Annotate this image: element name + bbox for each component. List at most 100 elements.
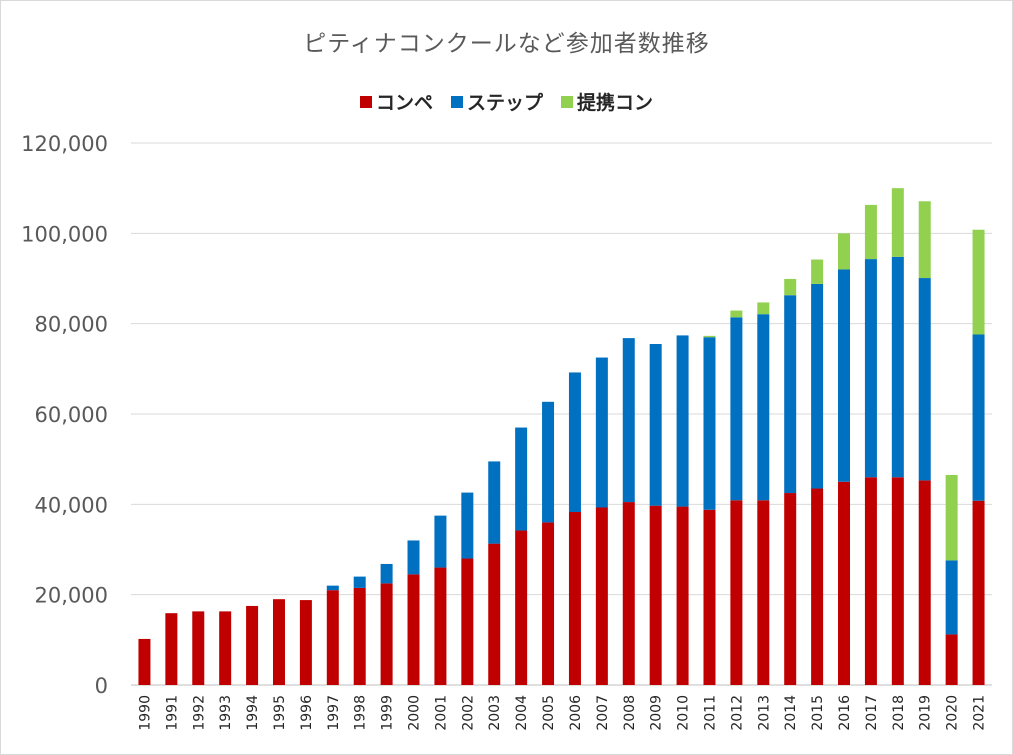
bar-step-1999 xyxy=(380,563,393,584)
bar-step-2004 xyxy=(515,427,528,531)
x-tick-label-2015: 2015 xyxy=(810,695,826,731)
x-tick-label-1998: 1998 xyxy=(353,695,369,731)
bar-partner-2015 xyxy=(811,259,824,284)
legend-label-partner: 提携コン xyxy=(577,92,654,114)
x-tick-label-1992: 1992 xyxy=(191,695,207,731)
bar-step-2021 xyxy=(972,334,985,501)
legend: コンペ ステップ 提携コン xyxy=(0,88,1013,115)
x-tick-label-2010: 2010 xyxy=(676,695,692,731)
x-tick-label-1990: 1990 xyxy=(137,695,153,731)
bar-step-2006 xyxy=(568,372,581,513)
bar-step-2018 xyxy=(891,256,904,478)
x-tick-label-1997: 1997 xyxy=(326,695,342,731)
bar-compe-1991 xyxy=(165,613,178,685)
bar-compe-1997 xyxy=(326,590,339,685)
bar-compe-2002 xyxy=(461,558,474,685)
x-tick-label-2017: 2017 xyxy=(864,695,880,731)
bar-compe-2007 xyxy=(595,507,608,685)
x-tick-label-2002: 2002 xyxy=(460,695,476,731)
bar-compe-2003 xyxy=(488,543,501,685)
y-axis-ticks: 0 20,000 40,000 60,000 80,000 100,000 120,000 xyxy=(21,132,108,698)
x-tick-label-2005: 2005 xyxy=(541,695,557,731)
bar-step-2017 xyxy=(864,259,877,478)
bar-compe-2017 xyxy=(864,477,877,685)
y-tick-label: 40,000 xyxy=(35,493,108,517)
legend-label-compe: コンペ xyxy=(375,92,433,114)
x-tick-label-2014: 2014 xyxy=(783,695,799,731)
y-tick-label: 80,000 xyxy=(35,313,108,337)
legend-item-partner: 提携コン xyxy=(561,88,653,115)
bar-compe-1992 xyxy=(192,611,205,685)
x-tick-label-1999: 1999 xyxy=(380,695,396,731)
x-tick-label-1996: 1996 xyxy=(299,695,315,731)
x-tick-label-2018: 2018 xyxy=(891,695,907,731)
bar-step-2020 xyxy=(945,560,958,635)
bar-step-2000 xyxy=(407,540,420,575)
bar-compe-2013 xyxy=(757,500,770,685)
bar-compe-2008 xyxy=(622,502,635,685)
bar-step-2009 xyxy=(649,343,662,506)
bar-partner-2012 xyxy=(730,310,743,318)
bar-compe-2005 xyxy=(542,522,555,685)
bar-step-2002 xyxy=(461,492,474,559)
bar-step-2014 xyxy=(784,295,797,494)
x-tick-label-2019: 2019 xyxy=(918,695,934,731)
bar-compe-2012 xyxy=(730,500,743,685)
bar-step-2016 xyxy=(838,269,851,482)
x-tick-label-1991: 1991 xyxy=(164,695,180,731)
x-tick-label-2009: 2009 xyxy=(649,695,665,731)
bar-step-2008 xyxy=(622,338,635,503)
legend-label-step: ステップ xyxy=(466,92,543,114)
bar-step-2011 xyxy=(703,337,716,510)
x-tick-label-2007: 2007 xyxy=(595,695,611,731)
x-tick-label-2006: 2006 xyxy=(568,695,584,731)
y-tick-label: 0 xyxy=(95,674,108,698)
x-tick-label-1993: 1993 xyxy=(218,695,234,731)
bar-partner-2021 xyxy=(972,229,985,335)
y-tick-label: 60,000 xyxy=(35,403,108,427)
y-tick-label: 20,000 xyxy=(35,584,108,608)
bar-compe-1994 xyxy=(246,605,259,685)
bar-partner-2014 xyxy=(784,278,797,296)
bar-compe-2020 xyxy=(945,634,958,685)
legend-item-compe: コンペ xyxy=(359,88,433,115)
bar-step-2005 xyxy=(542,401,555,523)
bar-partner-2011 xyxy=(703,335,716,338)
bar-partner-2016 xyxy=(838,233,851,270)
legend-swatch-partner xyxy=(561,95,573,108)
chart-title: ピティナコンクールなど参加者数推移 xyxy=(303,31,710,57)
bar-compe-2004 xyxy=(515,530,528,685)
bar-compe-2011 xyxy=(703,509,716,685)
x-tick-label-2016: 2016 xyxy=(837,695,853,731)
bar-compe-2018 xyxy=(891,477,904,685)
bar-compe-1998 xyxy=(353,587,366,685)
bar-step-2015 xyxy=(811,283,824,489)
bar-compe-1995 xyxy=(272,599,285,685)
bar-partner-2017 xyxy=(864,204,877,260)
bar-step-2012 xyxy=(730,317,743,501)
bar-step-2010 xyxy=(676,335,689,507)
x-tick-label-2000: 2000 xyxy=(407,695,423,731)
bar-compe-1993 xyxy=(219,611,232,685)
x-tick-label-2001: 2001 xyxy=(433,695,449,731)
legend-item-step: ステップ xyxy=(450,88,543,115)
bar-compe-2006 xyxy=(568,512,581,685)
bar-partner-2018 xyxy=(891,188,904,257)
bar-compe-2010 xyxy=(676,506,689,685)
gridlines xyxy=(131,142,992,686)
x-tick-label-2003: 2003 xyxy=(487,695,503,731)
x-axis-ticks: 1990 1991 1992 1993 1994 1995 1996 1997 1998 1999… xyxy=(137,695,987,731)
bar-compe-2009 xyxy=(649,505,662,685)
bar-step-2013 xyxy=(757,314,770,501)
bar-partner-2020 xyxy=(945,474,958,561)
bar-compe-1999 xyxy=(380,583,393,685)
x-tick-label-2020: 2020 xyxy=(945,695,961,731)
y-tick-label: 100,000 xyxy=(21,222,108,246)
x-tick-label-2012: 2012 xyxy=(729,695,745,731)
bar-compe-2016 xyxy=(838,481,851,685)
bar-partner-2019 xyxy=(918,201,931,279)
bar-compe-2019 xyxy=(918,480,931,685)
legend-swatch-compe xyxy=(359,95,372,108)
bar-compe-2014 xyxy=(784,493,797,685)
